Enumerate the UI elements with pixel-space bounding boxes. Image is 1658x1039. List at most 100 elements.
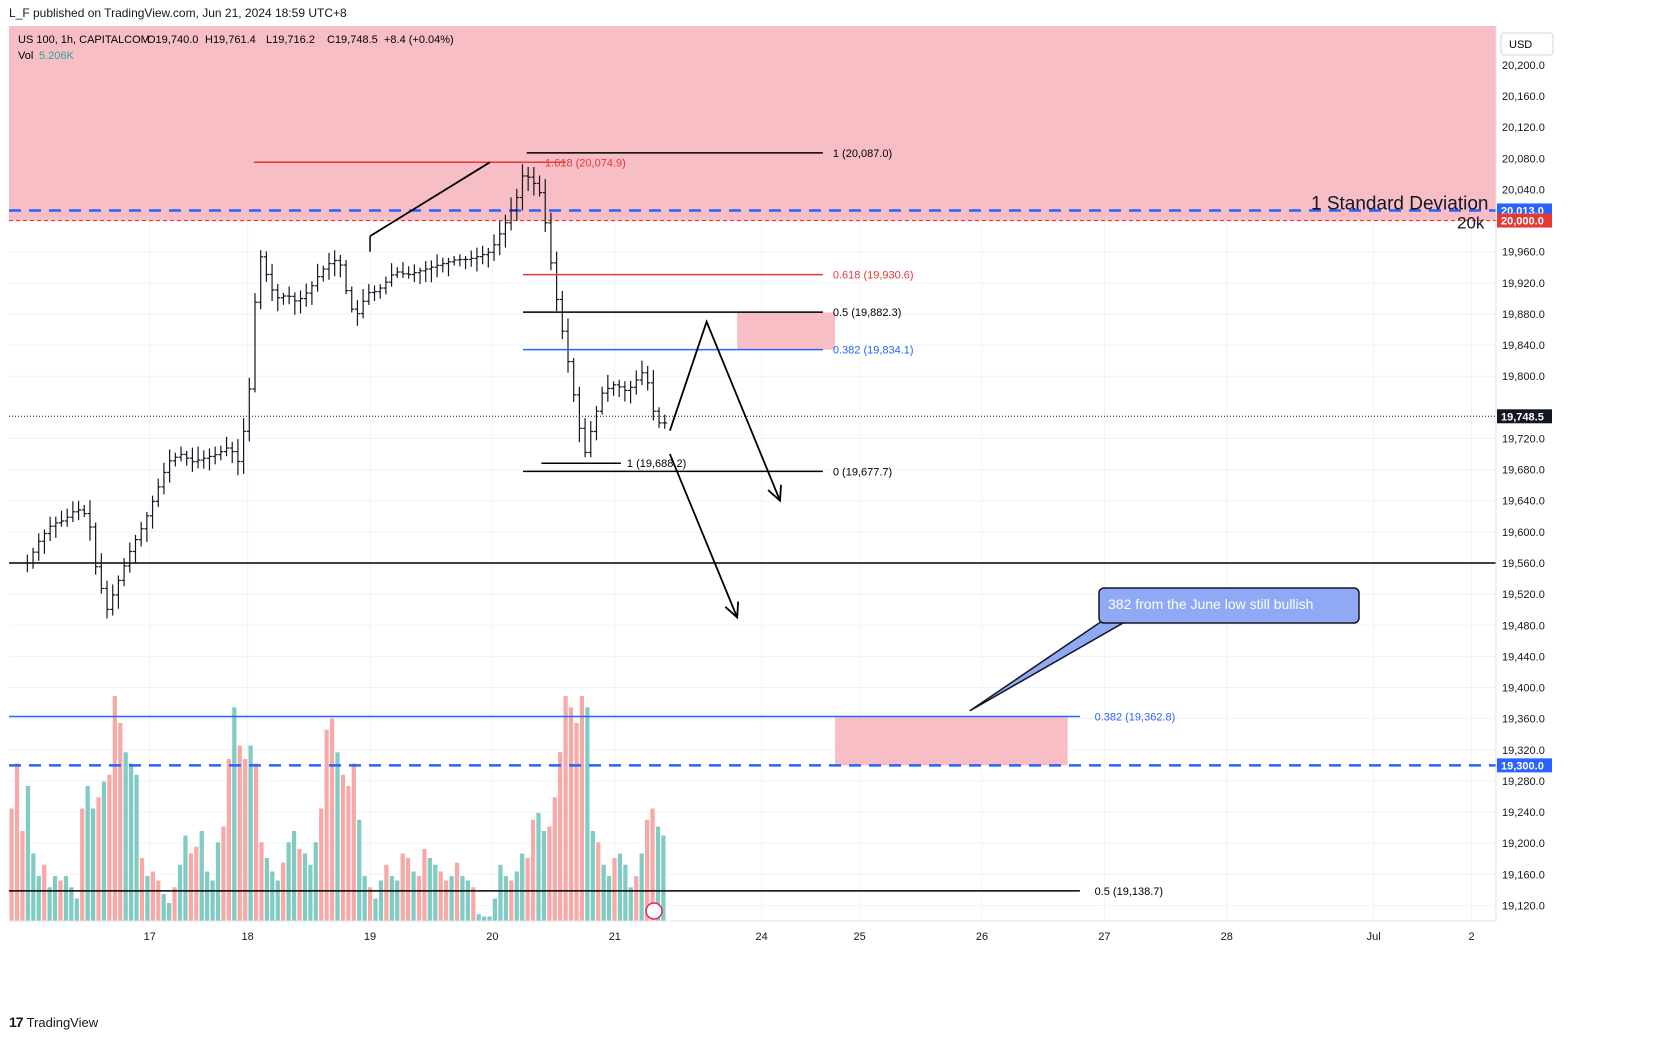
volume-bar <box>275 880 280 921</box>
volume-bar <box>85 786 90 921</box>
volume-bar <box>297 849 302 921</box>
price-tick: 19,360.0 <box>1502 714 1545 726</box>
grid-layer <box>9 26 1496 921</box>
volume-bar <box>112 696 117 921</box>
time-tick: 26 <box>976 931 988 943</box>
volume-bar <box>145 876 150 921</box>
trend-leg-1 <box>369 161 491 237</box>
price-tick: 19,880.0 <box>1502 309 1545 321</box>
volume-bar <box>406 858 411 921</box>
volume-bar <box>655 826 661 921</box>
price-tick: 19,120.0 <box>1502 900 1545 912</box>
volume-bar <box>433 864 438 921</box>
volume-bar <box>63 876 69 921</box>
volume-bar <box>14 763 20 921</box>
volume-bar <box>118 723 123 921</box>
annotation-pointer <box>969 618 1126 712</box>
volume-bar <box>210 880 215 921</box>
price-axis-badge-text: 20,000.0 <box>1501 216 1544 228</box>
time-tick: 24 <box>756 931 768 943</box>
time-tick: 19 <box>364 931 376 943</box>
volume-bar <box>199 831 204 921</box>
volume-bar <box>302 853 308 921</box>
fib-label: 1 (20,087.0) <box>833 148 892 160</box>
volume-bar <box>286 842 291 921</box>
volume-bar <box>324 729 329 921</box>
price-tick: 20,040.0 <box>1502 184 1545 196</box>
volume-bar <box>74 898 79 921</box>
annotation-text: 382 from the June low still bullish <box>1108 596 1313 612</box>
volume-bar <box>232 707 237 921</box>
projection-down-left <box>669 453 739 618</box>
volume-bar <box>172 887 177 921</box>
volume-bar <box>384 864 389 921</box>
volume-bar <box>161 894 166 921</box>
volume-bar <box>590 831 595 921</box>
tradingview-logo-icon: 17 <box>9 1014 24 1030</box>
volume-bar <box>568 707 574 921</box>
time-tick: 20 <box>486 931 498 943</box>
price-tick: 19,840.0 <box>1502 340 1545 352</box>
price-tick: 19,720.0 <box>1502 433 1545 445</box>
fib-layer: 1 (20,087.0) 1.618 (20,074.9) 0.618 (19,93… <box>9 148 1175 898</box>
price-tick: 20,200.0 <box>1502 60 1545 72</box>
volume-bar <box>259 842 264 921</box>
volume-bar <box>291 831 297 921</box>
volume-bar <box>541 831 547 921</box>
volume-bar <box>416 876 422 921</box>
volume-bar <box>650 808 655 921</box>
fib-label: 0.382 (19,834.1) <box>833 345 914 357</box>
zones-layer <box>9 26 1496 766</box>
volume-bar <box>221 826 226 921</box>
volume-bar <box>465 880 470 921</box>
volume-bar <box>438 871 443 921</box>
volume-bar <box>400 853 405 921</box>
volume-bar <box>634 876 639 921</box>
volume-bar <box>25 786 31 921</box>
volume-bar <box>585 707 590 921</box>
legend-change: +8.4 (+0.04%) <box>384 34 454 46</box>
drawings-layer: 382 from the June low still bullish <box>369 161 1360 712</box>
volume-bar <box>123 752 128 921</box>
volume-bar <box>340 774 346 921</box>
volume-bar <box>460 876 465 921</box>
legend-symbol: US 100, 1h, CAPITALCOM <box>18 34 150 46</box>
resistance-zone <box>9 26 1496 221</box>
volume-bar <box>612 858 617 921</box>
fib-label: 0 (19,677.7) <box>833 466 892 478</box>
chart-frame: 1 Standard Deviation 20k 1 (20,087.0) 1.61… <box>9 26 1657 1023</box>
price-layer <box>24 164 668 619</box>
volume-bar <box>156 880 161 921</box>
volume-bar <box>351 763 356 921</box>
price-tick: 19,480.0 <box>1502 620 1545 632</box>
currency-label[interactable]: USD <box>1509 39 1532 51</box>
legend-vol-value: 5.206K <box>39 50 75 62</box>
volume-bar <box>194 846 199 921</box>
legend-high: H19,761.4 <box>205 34 256 46</box>
volume-bar <box>395 880 400 921</box>
price-tick: 19,320.0 <box>1502 745 1545 757</box>
volume-bar <box>623 864 628 921</box>
volume-bar <box>167 903 172 921</box>
price-tick: 19,960.0 <box>1502 247 1545 259</box>
volume-bar <box>661 835 666 921</box>
volume-bar <box>427 858 432 921</box>
volume-bar <box>69 887 74 921</box>
volume-bar <box>139 858 145 921</box>
price-tick: 19,560.0 <box>1502 558 1545 570</box>
legend-vol-label: Vol <box>18 50 33 62</box>
volume-bar <box>498 864 503 921</box>
volume-bar <box>552 797 557 921</box>
price-axis-badge-text: 19,748.5 <box>1501 411 1544 423</box>
volume-bar <box>215 842 221 921</box>
tradingview-logo[interactable]: 17 TradingView <box>9 1014 98 1030</box>
currency-selector[interactable]: USD <box>1500 32 1554 56</box>
volume-bar <box>492 898 498 921</box>
legend-low: L19,716.2 <box>266 34 315 46</box>
volume-bar <box>558 752 563 921</box>
volume-bar <box>644 819 650 921</box>
volume-bar <box>378 880 384 921</box>
time-tick: 2 <box>1468 931 1474 943</box>
volume-bar <box>530 819 536 921</box>
